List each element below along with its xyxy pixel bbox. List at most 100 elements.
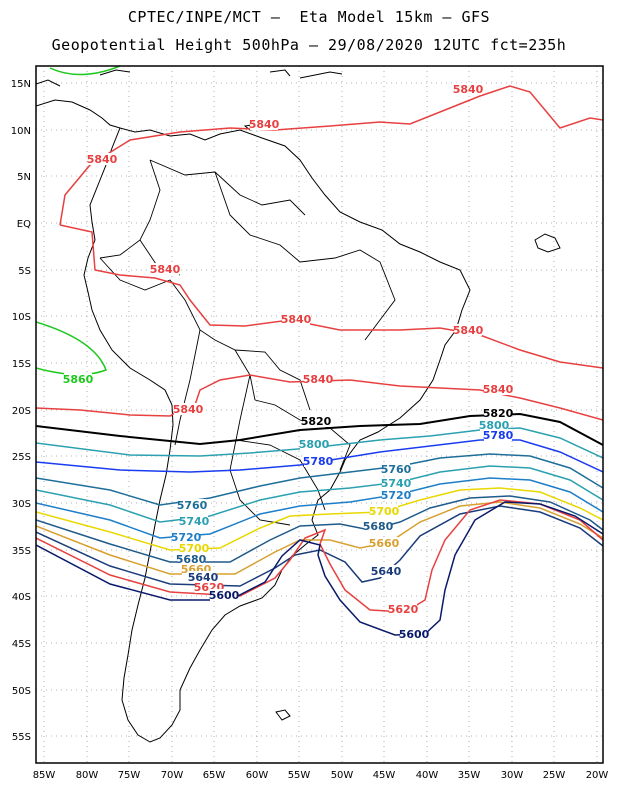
map-title-line1: CPTEC/INPE/MCT – Eta Model 15km – GFS bbox=[127, 8, 491, 26]
contour-label: 5840 bbox=[249, 118, 280, 131]
contour-label: 5840 bbox=[173, 403, 204, 416]
lat-tick-label: 5N bbox=[17, 172, 31, 183]
contour-5820 bbox=[36, 412, 603, 446]
contour-label-bg bbox=[180, 542, 208, 554]
contour-5720 bbox=[36, 477, 603, 539]
lon-tick-label: 20W bbox=[586, 770, 609, 781]
contour-label: 5760 bbox=[381, 463, 412, 476]
contour-label: 5740 bbox=[179, 515, 210, 528]
lat-tick-label: 55S bbox=[12, 732, 31, 743]
lat-tick-label: 35S bbox=[12, 546, 31, 557]
contour-label: 5840 bbox=[483, 383, 514, 396]
contour-label: 5820 bbox=[483, 407, 514, 420]
lon-tick-label: 70W bbox=[161, 770, 184, 781]
contour-label-bg bbox=[484, 383, 512, 395]
contour-5860-north bbox=[49, 66, 121, 76]
south-america-coastline bbox=[83, 127, 471, 743]
contour-label: 5760 bbox=[177, 499, 208, 512]
contour-label: 5840 bbox=[87, 153, 118, 166]
contour-label: 5700 bbox=[179, 542, 210, 555]
lat-tick-label: 10N bbox=[11, 126, 31, 137]
contour-label: 5640 bbox=[371, 565, 402, 578]
lon-tick-label: 80W bbox=[76, 770, 99, 781]
lon-tick-label: 30W bbox=[501, 770, 524, 781]
contour-label: 5700 bbox=[369, 505, 400, 518]
contour-5840-north bbox=[59, 85, 603, 226]
lat-tick-label: 15S bbox=[12, 359, 31, 370]
contour-label: 5620 bbox=[388, 603, 419, 616]
contour-label: 5680 bbox=[176, 553, 207, 566]
contour-label-bg bbox=[282, 313, 310, 325]
contour-label-bg bbox=[454, 83, 482, 95]
contour-label: 5660 bbox=[369, 537, 400, 550]
contour-label: 5840 bbox=[453, 324, 484, 337]
contour-label-bg bbox=[389, 603, 417, 615]
contour-label-bg bbox=[372, 565, 400, 577]
contour-label-bg bbox=[151, 263, 179, 275]
contour-label: 5600 bbox=[399, 628, 430, 641]
contour-5800 bbox=[36, 427, 603, 459]
lat-tick-label: 15N bbox=[11, 79, 31, 90]
contour-5680 bbox=[36, 495, 603, 563]
contour-5860-west bbox=[36, 321, 107, 376]
contour-5660 bbox=[36, 501, 603, 575]
lon-tick-label: 40W bbox=[416, 770, 439, 781]
lat-tick-label: EQ bbox=[17, 219, 31, 230]
lon-tick-label: 50W bbox=[331, 770, 354, 781]
contour-label: 5740 bbox=[381, 477, 412, 490]
falkland-islands bbox=[275, 709, 291, 721]
lat-tick-label: 40S bbox=[12, 592, 31, 603]
lon-tick-label: 35W bbox=[458, 770, 481, 781]
contour-label: 5720 bbox=[381, 489, 412, 502]
contour-label: 5800 bbox=[479, 419, 510, 432]
contour-label-bg bbox=[302, 415, 330, 427]
contour-label: 5640 bbox=[188, 571, 219, 584]
lat-tick-label: 30S bbox=[12, 499, 31, 510]
contour-label-bg bbox=[480, 419, 508, 431]
longitude-axis: 85W 80W 75W 70W 65W 60W 55W 50W 45W 40W 35W 30W 25W 2… bbox=[33, 770, 609, 781]
contour-label-bg bbox=[382, 477, 410, 489]
lon-tick-label: 75W bbox=[118, 770, 141, 781]
lon-tick-label: 45W bbox=[373, 770, 396, 781]
lat-tick-label: 10S bbox=[12, 312, 31, 323]
lon-tick-label: 65W bbox=[203, 770, 226, 781]
contour-label: 5680 bbox=[363, 520, 394, 533]
contour-label-bg bbox=[304, 373, 332, 385]
lat-tick-label: 50S bbox=[12, 686, 31, 697]
lat-tick-label: 25S bbox=[12, 452, 31, 463]
contour-label-bg bbox=[382, 463, 410, 475]
contour-label-bg bbox=[178, 499, 206, 511]
contour-label-bg bbox=[454, 324, 482, 336]
contour-label-bg bbox=[304, 455, 332, 467]
contour-label-bg bbox=[484, 407, 512, 419]
contour-label-bg bbox=[364, 520, 392, 532]
contour-label: 5820 bbox=[301, 415, 332, 428]
contour-5760 bbox=[36, 453, 603, 506]
contour-label: 5780 bbox=[303, 455, 334, 468]
contour-5700 bbox=[36, 487, 603, 551]
contour-5840-mid bbox=[59, 224, 603, 369]
contour-label: 5800 bbox=[299, 438, 330, 451]
contour-label: 5840 bbox=[150, 263, 181, 276]
contour-label-bg bbox=[180, 515, 208, 527]
contour-label-bg bbox=[174, 403, 202, 415]
latitude-axis: 15N 10N 5N EQ 5S 10S 15S 20S 25S 30S 35S 40S 45S 50S 5… bbox=[11, 79, 31, 743]
contour-label: 5720 bbox=[171, 531, 202, 544]
contour-label-bg bbox=[210, 589, 238, 601]
contour-label-bg bbox=[250, 118, 278, 130]
contour-label-bg bbox=[189, 571, 217, 583]
contour-label-bg bbox=[370, 537, 398, 549]
lat-tick-label: 20S bbox=[12, 406, 31, 417]
lon-tick-label: 55W bbox=[288, 770, 311, 781]
contour-5600 bbox=[36, 501, 603, 636]
contour-label-bg bbox=[400, 628, 428, 640]
lat-tick-label: 5S bbox=[18, 266, 31, 277]
map-title-line2: Geopotential Height 500hPa – 29/08/2020 … bbox=[51, 36, 567, 54]
contour-5780 bbox=[36, 439, 603, 473]
central-america-coastline bbox=[36, 69, 131, 129]
contour-label-bg bbox=[300, 438, 328, 450]
contour-label: 5840 bbox=[303, 373, 334, 386]
contour-label-bg bbox=[177, 553, 205, 565]
contour-label-bg bbox=[370, 505, 398, 517]
